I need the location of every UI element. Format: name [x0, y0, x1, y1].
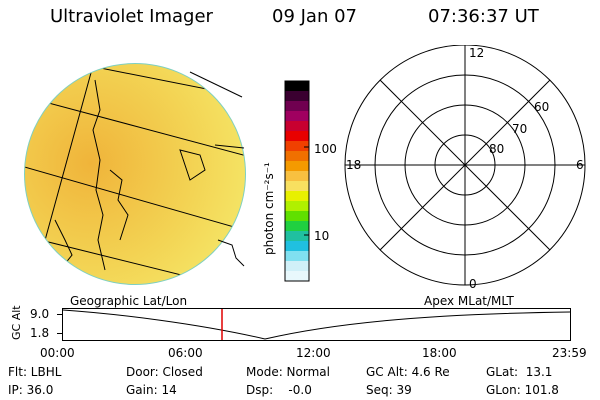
lat-label-60: 60 [534, 100, 549, 114]
colorbar-band [285, 201, 309, 212]
colorbar-band [285, 211, 309, 222]
colorbar-band [285, 121, 309, 132]
geographic-label: Geographic Lat/Lon [70, 294, 188, 308]
mlt-label-0: 0 [469, 277, 477, 290]
ip-info: IP: 36.0 [8, 383, 54, 397]
glon-info: GLon: 101.8 [486, 383, 559, 397]
flt-info: Flt: LBHL [8, 365, 62, 379]
colorbar-band [285, 231, 309, 242]
x-tick-1200: 12:00 [296, 346, 331, 360]
colorbar-tick-100: 100 [314, 142, 337, 156]
colorbar-unit-label: photon cm⁻²s⁻¹ [262, 162, 276, 255]
colorbar-band [285, 221, 309, 232]
mlt-label-18: 18 [346, 158, 361, 172]
colorbar-frame [284, 80, 310, 282]
glat-info: GLat: 13.1 [486, 365, 553, 379]
colorbar-band [285, 111, 309, 122]
colorbar-band [285, 241, 309, 252]
mode-info: Mode: Normal [246, 365, 330, 379]
colorbar-band [285, 271, 309, 282]
polar-diagonal-b [379, 79, 551, 251]
colorbar [284, 80, 310, 282]
seq-info: Seq: 39 [366, 383, 412, 397]
colorbar-band [285, 91, 309, 102]
colorbar-band [285, 261, 309, 272]
y-tick-label-9: 9.0 [30, 307, 49, 321]
lat-label-70: 70 [512, 122, 527, 136]
door-info: Door: Closed [126, 365, 203, 379]
globe-disk [25, 64, 245, 284]
colorbar-band [285, 161, 309, 172]
colorbar-band [285, 171, 309, 182]
x-tick-0000: 00:00 [40, 346, 75, 360]
x-tick-0600: 06:00 [168, 346, 203, 360]
colorbar-band [285, 131, 309, 142]
mlt-label-12: 12 [469, 46, 484, 60]
timeline-plot: 9.0 1.8 GC Alt [10, 305, 571, 341]
y-tick-label-1.8: 1.8 [30, 326, 49, 340]
colorbar-band [285, 141, 309, 152]
colorbar-band [285, 181, 309, 192]
colorbar-band [285, 191, 309, 202]
globe-image [24, 63, 246, 285]
mlt-label-6: 6 [576, 158, 584, 172]
x-tick-1800: 18:00 [422, 346, 457, 360]
timeline-frame [62, 308, 571, 341]
polar-plot: 12 18 6 0 60 70 80 [344, 45, 586, 290]
x-tick-2359: 23:59 [552, 346, 587, 360]
lat-label-80: 80 [489, 142, 504, 156]
altitude-curve [62, 309, 571, 340]
colorbar-band [285, 81, 309, 92]
time-label: 07:36:37 UT [428, 6, 539, 27]
colorbar-band [285, 251, 309, 262]
globe-outer-lines [189, 71, 245, 267]
apex-label: Apex MLat/MLT [424, 294, 514, 308]
colorbar-band [285, 101, 309, 112]
gain-info: Gain: 14 [126, 383, 177, 397]
gc-alt-info: GC Alt: 4.6 Re [366, 365, 450, 379]
dsp-info: Dsp: -0.0 [246, 383, 312, 397]
instrument-title: Ultraviolet Imager [50, 6, 213, 27]
gc-alt-axis-label: GC Alt [10, 305, 23, 340]
date-label: 09 Jan 07 [272, 6, 357, 27]
colorbar-tick-10: 10 [314, 229, 330, 243]
colorbar-band [285, 151, 309, 162]
